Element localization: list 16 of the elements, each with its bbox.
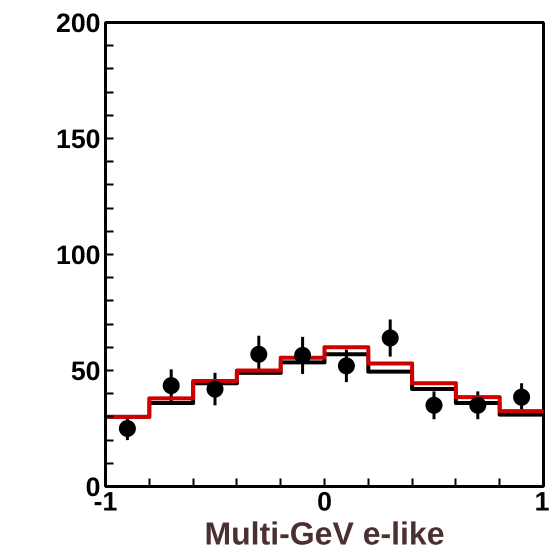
- x-tick-label: 1: [534, 486, 549, 516]
- point: [118, 420, 136, 437]
- point: [513, 388, 530, 406]
- point: [206, 380, 224, 398]
- point: [382, 330, 399, 347]
- y-tick-label: 100: [56, 240, 101, 270]
- point: [250, 346, 268, 363]
- y-tick-label: 200: [56, 8, 101, 38]
- point: [338, 357, 355, 374]
- x-tick-label: 0: [317, 486, 332, 516]
- y-tick-label: 150: [56, 124, 101, 154]
- x-axis-title: Multi-GeV e-like: [204, 516, 445, 552]
- point: [426, 396, 442, 414]
- point: [162, 377, 180, 394]
- point: [469, 396, 486, 414]
- y-tick-label: 50: [70, 356, 101, 386]
